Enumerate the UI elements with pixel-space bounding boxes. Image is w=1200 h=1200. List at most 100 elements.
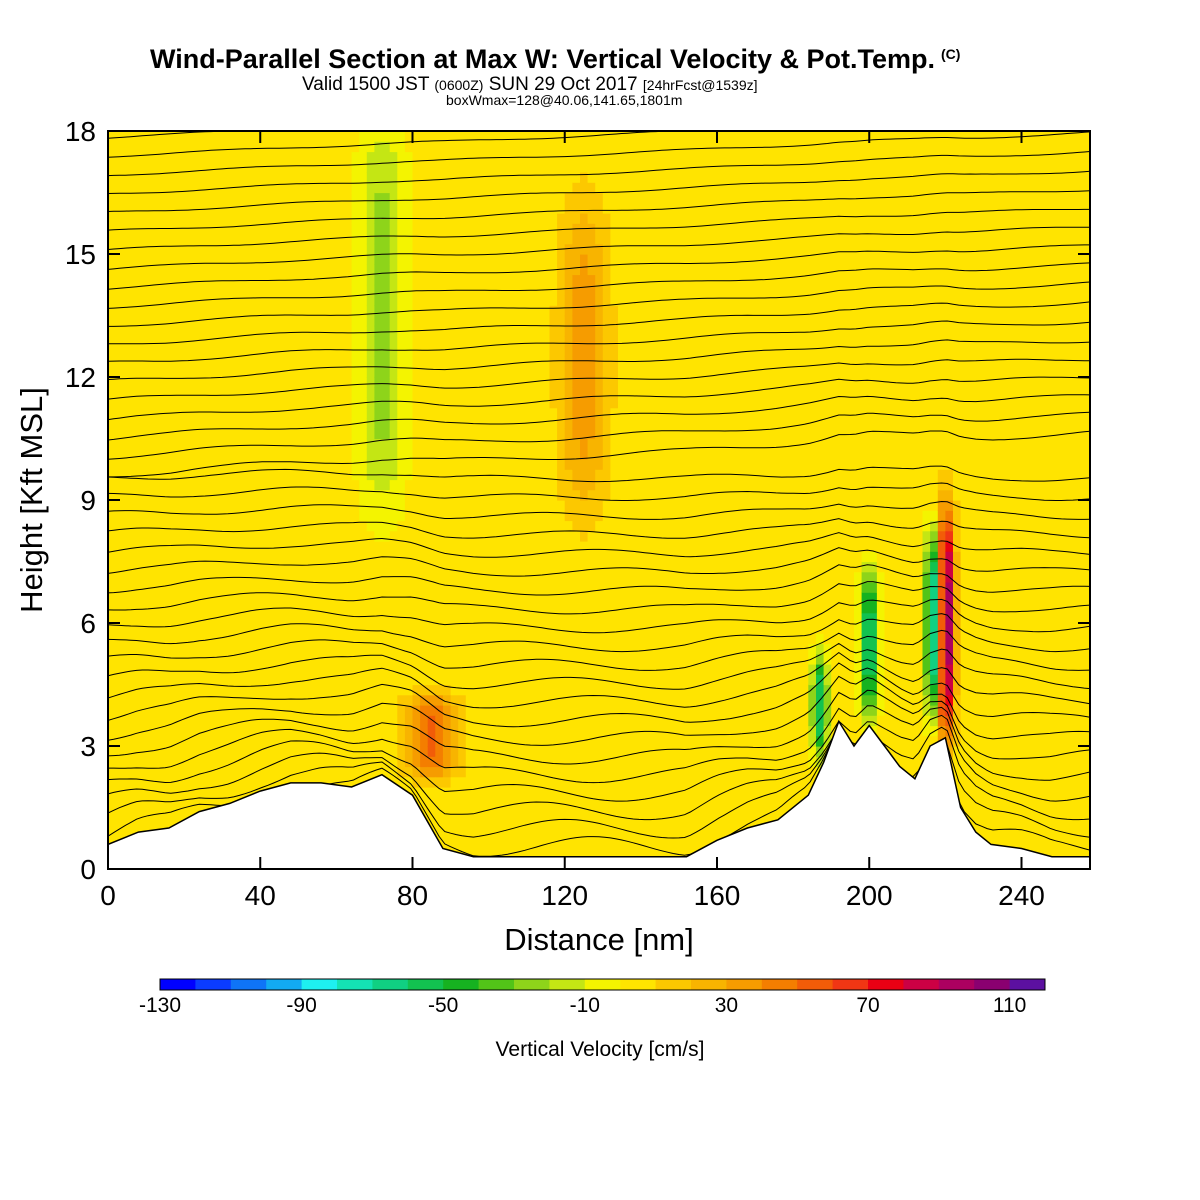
velocity-cell bbox=[481, 592, 490, 604]
velocity-cell bbox=[359, 735, 368, 747]
velocity-cell bbox=[108, 684, 117, 696]
velocity-cell bbox=[199, 161, 208, 173]
velocity-cell bbox=[207, 797, 216, 809]
velocity-cell bbox=[526, 448, 535, 460]
velocity-cell bbox=[351, 254, 360, 265]
velocity-cell bbox=[328, 602, 337, 614]
velocity-cell bbox=[534, 776, 543, 788]
velocity-cell bbox=[283, 715, 292, 727]
velocity-cell bbox=[587, 807, 596, 819]
velocity-cell bbox=[511, 407, 520, 419]
velocity-cell bbox=[587, 469, 596, 481]
velocity-cell bbox=[298, 582, 307, 593]
velocity-cell bbox=[328, 428, 337, 440]
velocity-cell bbox=[618, 541, 627, 552]
velocity-cell bbox=[541, 243, 551, 255]
velocity-cell bbox=[549, 776, 558, 788]
velocity-cell bbox=[305, 448, 315, 460]
velocity-cell bbox=[404, 746, 414, 757]
velocity-cell bbox=[199, 336, 208, 347]
velocity-cell bbox=[435, 397, 444, 409]
velocity-cell bbox=[260, 746, 269, 757]
velocity-cell bbox=[222, 541, 231, 552]
velocity-cell bbox=[275, 182, 284, 194]
velocity-cell bbox=[618, 233, 627, 245]
velocity-cell bbox=[549, 213, 558, 224]
velocity-cell bbox=[146, 500, 155, 511]
velocity-cell bbox=[511, 582, 520, 593]
velocity-cell bbox=[435, 664, 444, 675]
velocity-cell bbox=[344, 182, 353, 194]
velocity-cell bbox=[138, 284, 147, 296]
velocity-cell bbox=[511, 305, 520, 317]
velocity-cell bbox=[184, 407, 193, 419]
velocity-cell bbox=[359, 407, 368, 419]
velocity-cell bbox=[108, 459, 117, 470]
velocity-cell bbox=[526, 602, 535, 614]
velocity-cell bbox=[298, 387, 307, 399]
velocity-cell bbox=[618, 561, 627, 573]
velocity-cell bbox=[283, 325, 292, 337]
velocity-cell bbox=[176, 366, 185, 378]
velocity-cell bbox=[222, 305, 231, 317]
velocity-cell bbox=[481, 797, 490, 809]
velocity-cell bbox=[572, 848, 581, 860]
velocity-cell bbox=[557, 295, 566, 306]
velocity-cell bbox=[252, 356, 261, 368]
velocity-cell bbox=[496, 510, 505, 522]
velocity-cell bbox=[549, 633, 558, 645]
velocity-cell bbox=[108, 131, 117, 142]
velocity-cell bbox=[123, 828, 132, 839]
velocity-cell bbox=[435, 653, 444, 665]
velocity-cell bbox=[207, 766, 216, 778]
velocity-cell bbox=[222, 612, 231, 624]
velocity-cell bbox=[610, 653, 619, 665]
velocity-cell bbox=[481, 438, 490, 450]
velocity-cell bbox=[503, 787, 512, 798]
velocity-cell bbox=[465, 243, 474, 255]
velocity-cell bbox=[541, 428, 551, 440]
velocity-cell bbox=[389, 705, 398, 716]
velocity-cell bbox=[222, 346, 231, 358]
velocity-cell bbox=[549, 541, 558, 552]
velocity-cell bbox=[168, 551, 178, 563]
velocity-cell bbox=[237, 366, 246, 378]
velocity-cell bbox=[245, 694, 254, 706]
velocity-cell bbox=[435, 418, 444, 429]
velocity-cell bbox=[610, 715, 619, 727]
velocity-cell bbox=[336, 223, 345, 235]
velocity-cell bbox=[481, 182, 490, 194]
velocity-cell bbox=[572, 243, 581, 255]
velocity-cell bbox=[442, 756, 452, 768]
velocity-cell bbox=[549, 407, 558, 419]
velocity-cell bbox=[458, 746, 467, 757]
velocity-cell bbox=[260, 500, 269, 511]
velocity-cell bbox=[229, 397, 238, 409]
velocity-cell bbox=[618, 520, 627, 532]
velocity-cell bbox=[168, 571, 178, 583]
velocity-cell bbox=[481, 366, 490, 378]
velocity-cell bbox=[275, 623, 284, 634]
velocity-cell bbox=[397, 264, 406, 276]
velocity-cell bbox=[618, 387, 627, 399]
velocity-cell bbox=[237, 182, 246, 194]
velocity-cell bbox=[207, 705, 216, 716]
velocity-cell bbox=[222, 746, 231, 757]
velocity-cell bbox=[359, 489, 368, 501]
velocity-cell bbox=[313, 705, 322, 716]
velocity-cell bbox=[488, 489, 497, 501]
velocity-cell bbox=[420, 387, 429, 399]
velocity-cell bbox=[587, 366, 596, 378]
velocity-cell bbox=[237, 428, 246, 440]
velocity-cell bbox=[130, 336, 139, 347]
velocity-cell bbox=[541, 715, 551, 727]
velocity-cell bbox=[435, 592, 444, 604]
velocity-cell bbox=[146, 377, 155, 388]
velocity-cell bbox=[519, 746, 528, 757]
velocity-cell bbox=[481, 346, 490, 358]
velocity-cell bbox=[267, 756, 277, 768]
velocity-cell bbox=[313, 510, 322, 522]
velocity-cell bbox=[108, 715, 117, 727]
velocity-cell bbox=[153, 356, 162, 368]
velocity-cell bbox=[108, 223, 117, 235]
